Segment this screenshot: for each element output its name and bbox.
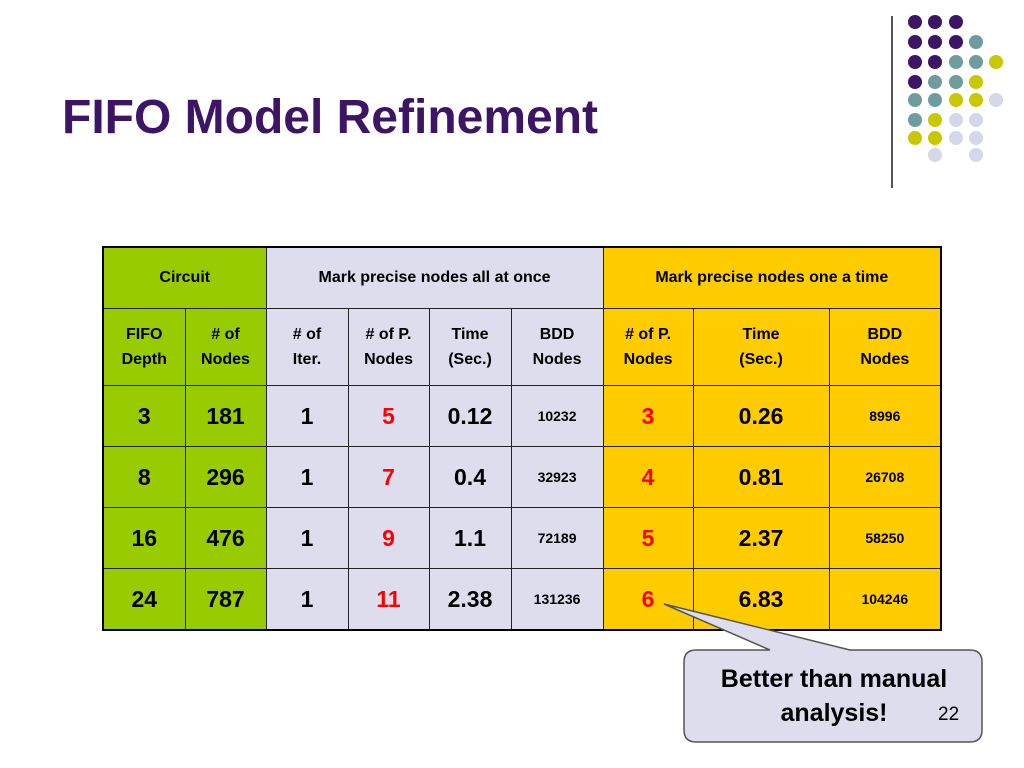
decorative-dot [949,15,963,29]
column-header: # of Iter. [265,308,349,386]
column-header: Time (Sec.) [428,308,512,386]
cell-num-iter: 1 [265,385,349,447]
cell-num-nodes: 476 [184,507,267,569]
decorative-dot [949,131,963,145]
decorative-dot [969,93,983,107]
table-row: 16 476 1 9 1.1 72189 5 2.37 58250 [102,507,942,569]
cell-num-precise-nodes-one: 4 [602,446,694,508]
slide-title: FIFO Model Refinement [62,91,599,144]
table-row: 24 787 1 11 2.38 131236 6 6.83 104246 [102,568,942,631]
cell-fifo-depth: 3 [102,385,186,447]
cell-num-nodes: 787 [184,568,267,631]
cell-bdd-nodes-all: 32923 [510,446,604,508]
decorative-dot [949,75,963,89]
table-row: 3 181 1 5 0.12 10232 3 0.26 8996 [102,385,942,447]
cell-bdd-nodes-one: 58250 [828,507,942,569]
cell-time-all: 1.1 [428,507,512,569]
table-column-header-row: FIFO Depth # of Nodes # of Iter. # of P. Nod… [102,308,942,386]
decorative-dot [969,131,983,145]
cell-bdd-nodes-one: 26708 [828,446,942,508]
cell-time-all: 0.12 [428,385,512,447]
cell-bdd-nodes-all: 131236 [510,568,604,631]
column-header: Time (Sec.) [692,308,830,386]
group-header-one-a-time: Mark precise nodes one a time [602,246,942,309]
cell-time-one: 6.83 [692,568,830,631]
column-header: BDD Nodes [828,308,942,386]
decorative-dot [908,55,922,69]
decorative-dot [989,93,1003,107]
cell-fifo-depth: 8 [102,446,186,508]
cell-fifo-depth: 16 [102,507,186,569]
decorative-dot [969,148,983,162]
cell-num-precise-nodes-one: 6 [602,568,694,631]
decorative-dot [969,75,983,89]
decorative-dot [969,113,983,127]
decorative-dot [949,93,963,107]
table-row: 8 296 1 7 0.4 32923 4 0.81 26708 [102,446,942,508]
cell-time-one: 0.81 [692,446,830,508]
column-header: BDD Nodes [510,308,604,386]
column-header: FIFO Depth [102,308,186,386]
decorative-dot [928,113,942,127]
group-header-circuit: Circuit [102,246,267,309]
decorative-dot [928,148,942,162]
decorative-divider-line [891,16,893,188]
decorative-dot [949,113,963,127]
decorative-dot [928,55,942,69]
decorative-dot [989,55,1003,69]
decorative-dot [928,93,942,107]
decorative-dot [928,35,942,49]
callout-text: Better than manual analysis! [720,665,948,727]
decorative-dot [949,35,963,49]
decorative-dot [908,113,922,127]
cell-bdd-nodes-all: 10232 [510,385,604,447]
cell-num-precise-nodes-all: 9 [347,507,430,569]
decorative-dot [928,131,942,145]
cell-num-nodes: 296 [184,446,267,508]
cell-num-precise-nodes-all: 7 [347,446,430,508]
cell-num-iter: 1 [265,446,349,508]
cell-bdd-nodes-one: 8996 [828,385,942,447]
column-header: # of P. Nodes [347,308,430,386]
cell-num-iter: 1 [265,507,349,569]
decorative-dot [908,75,922,89]
page-number: 22 [938,704,960,725]
cell-num-iter: 1 [265,568,349,631]
cell-bdd-nodes-all: 72189 [510,507,604,569]
decorative-dot [908,35,922,49]
decorative-dot [949,55,963,69]
decorative-dot [969,35,983,49]
results-table: Circuit Mark precise nodes all at once M… [102,246,943,631]
cell-bdd-nodes-one: 104246 [828,568,942,631]
column-header: # of P. Nodes [602,308,694,386]
cell-time-all: 2.38 [428,568,512,631]
cell-time-one: 0.26 [692,385,830,447]
decorative-dot [908,93,922,107]
decorative-dot [908,131,922,145]
cell-time-all: 0.4 [428,446,512,508]
group-header-all-at-once: Mark precise nodes all at once [265,246,604,309]
column-header: # of Nodes [184,308,267,386]
cell-time-one: 2.37 [692,507,830,569]
decorative-dot [969,55,983,69]
cell-fifo-depth: 24 [102,568,186,631]
decorative-dot [928,75,942,89]
cell-num-nodes: 181 [184,385,267,447]
cell-num-precise-nodes-one: 5 [602,507,694,569]
cell-num-precise-nodes-all: 11 [347,568,430,631]
decorative-dot [908,15,922,29]
cell-num-precise-nodes-all: 5 [347,385,430,447]
decorative-dot [928,15,942,29]
cell-num-precise-nodes-one: 3 [602,385,694,447]
decorative-dot-grid [0,0,1024,200]
table-group-header-row: Circuit Mark precise nodes all at once M… [102,246,942,309]
